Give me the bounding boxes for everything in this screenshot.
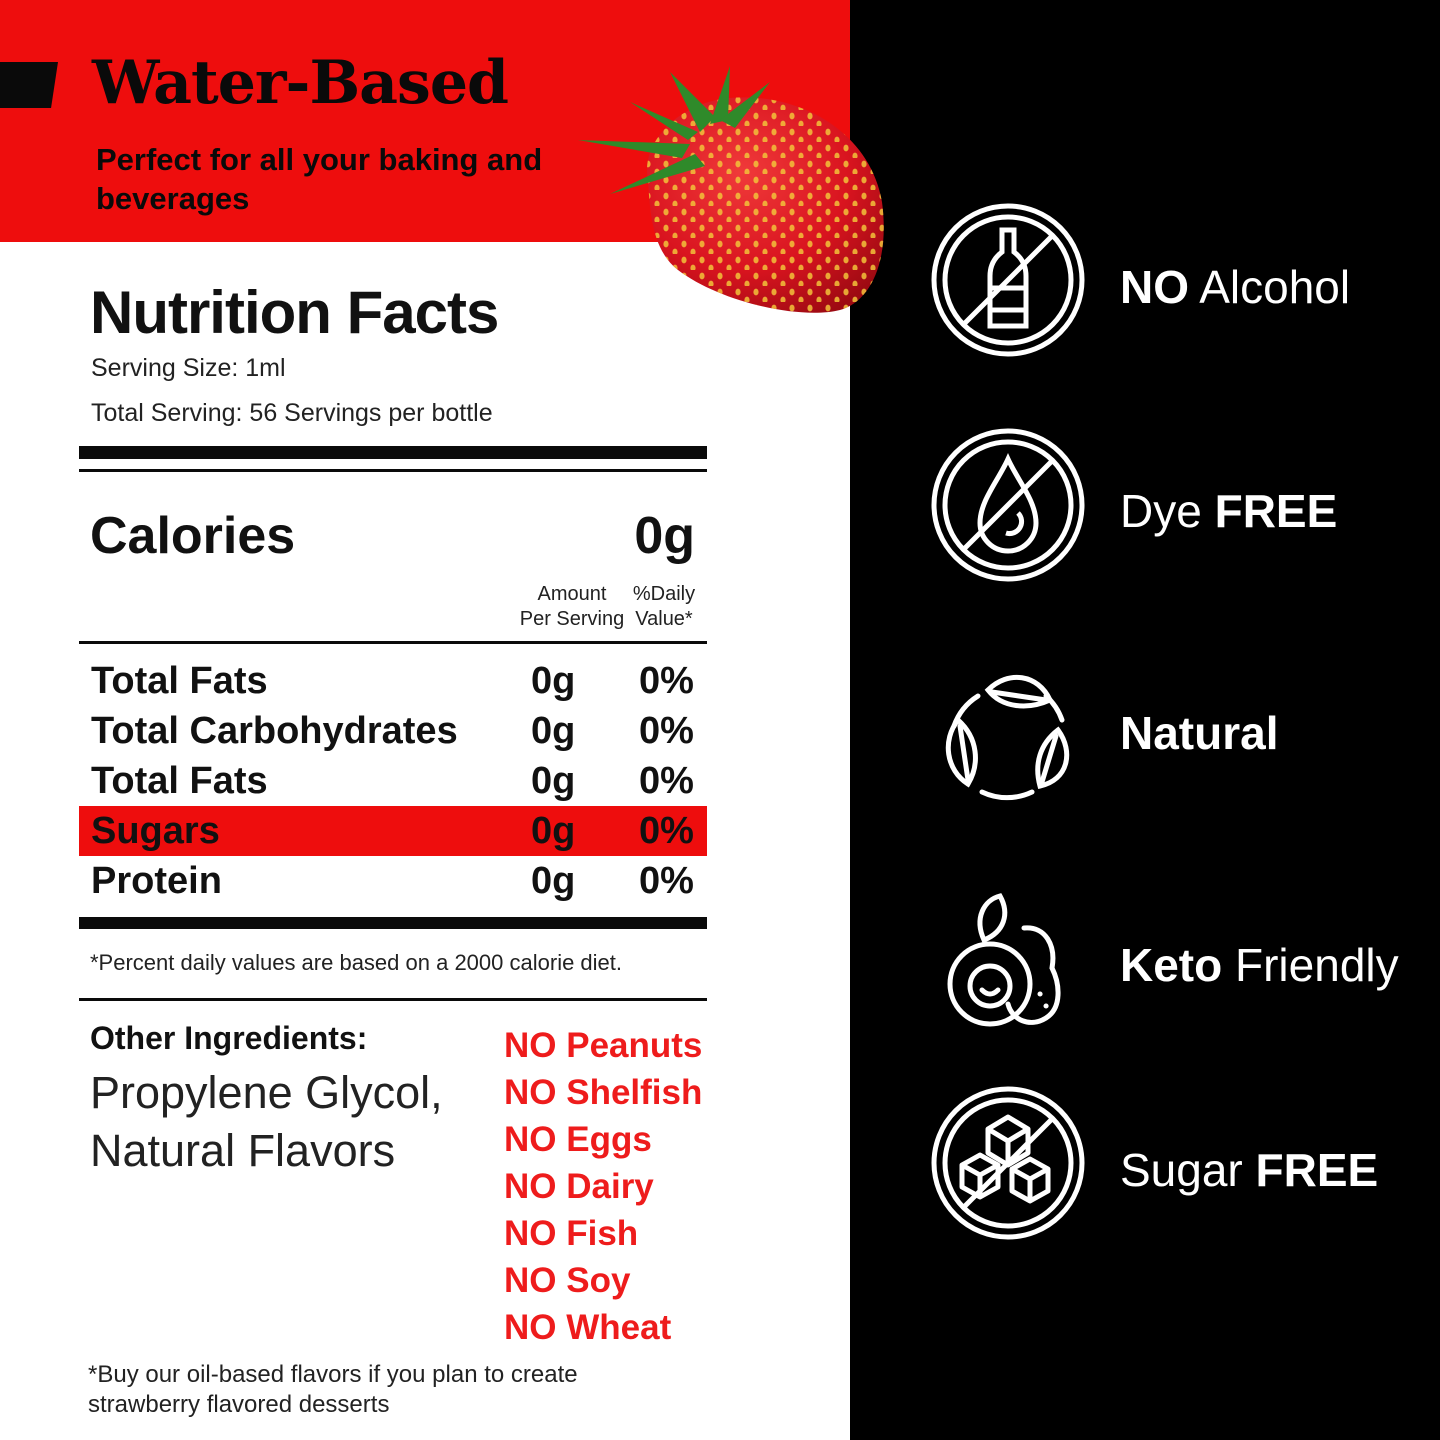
oil-based-note: *Buy our oil-based flavors if you plan t… bbox=[88, 1361, 578, 1418]
banner-subtitle: Perfect for all your baking and beverage… bbox=[96, 142, 543, 216]
feature-keto-friendly: Keto Friendly bbox=[1120, 939, 1399, 991]
nutrient-row: Total Fats 0g 0% bbox=[91, 760, 694, 802]
daily-value-footnote: *Percent daily values are based on a 200… bbox=[90, 950, 623, 975]
allergen-item: NO Eggs bbox=[504, 1120, 652, 1159]
allergen-item: NO Fish bbox=[504, 1214, 639, 1253]
thick-divider bbox=[79, 446, 707, 459]
other-ingredients-value: Propylene Glycol, Natural Flavors bbox=[90, 1067, 443, 1176]
other-ingredients-label: Other Ingredients: bbox=[90, 1020, 368, 1056]
allergen-item: NO Soy bbox=[504, 1261, 631, 1300]
calories-label: Calories bbox=[90, 507, 296, 565]
thin-divider bbox=[79, 469, 707, 472]
nutrition-table: Total Fats 0g 0% Total Carbohydrates 0g 0% T… bbox=[79, 656, 707, 906]
calories-value: 0g bbox=[634, 507, 695, 565]
dye-free-icon bbox=[931, 428, 1085, 582]
banner-tab-decoration bbox=[0, 62, 58, 108]
allergen-item: NO Wheat bbox=[504, 1308, 672, 1347]
feature-dye-free: Dye FREE bbox=[1120, 485, 1338, 537]
nutrition-facts-title: Nutrition Facts bbox=[90, 279, 499, 346]
no-alcohol-icon bbox=[931, 203, 1085, 357]
allergen-item: NO Shelfish bbox=[504, 1073, 703, 1112]
bottom-thick-divider bbox=[79, 917, 707, 929]
feature-natural: Natural bbox=[1120, 707, 1279, 759]
banner-title: Water-Based bbox=[92, 48, 509, 118]
sugar-free-icon bbox=[931, 1086, 1085, 1240]
nutrient-row-highlighted: Sugars 0g 0% bbox=[79, 806, 707, 856]
column-header-amount: Amount Per Serving bbox=[519, 583, 625, 630]
nutrient-row: Total Fats 0g 0% bbox=[91, 660, 694, 702]
nutrient-row: Total Carbohydrates 0g 0% bbox=[91, 710, 694, 752]
ingredients-divider bbox=[79, 998, 707, 1001]
natural-leaves-icon bbox=[945, 674, 1070, 801]
feature-sugar-free: Sugar FREE bbox=[1120, 1144, 1379, 1196]
serving-size: Serving Size: 1ml bbox=[91, 354, 286, 382]
nutrient-row: Protein 0g 0% bbox=[91, 860, 694, 902]
allergen-item: NO Dairy bbox=[504, 1167, 654, 1206]
feature-no-alcohol: NO Alcohol bbox=[1120, 261, 1351, 313]
total-serving: Total Serving: 56 Servings per bottle bbox=[91, 399, 493, 427]
allergen-item: NO Peanuts bbox=[504, 1026, 703, 1065]
strawberry-image bbox=[578, 66, 884, 313]
column-divider bbox=[79, 641, 707, 644]
keto-avocado-icon bbox=[947, 893, 1061, 1027]
column-header-daily-value: %Daily Value* bbox=[632, 583, 696, 630]
allergen-list: NO Peanuts NO Shelfish NO Eggs NO Dairy … bbox=[504, 1022, 702, 1351]
